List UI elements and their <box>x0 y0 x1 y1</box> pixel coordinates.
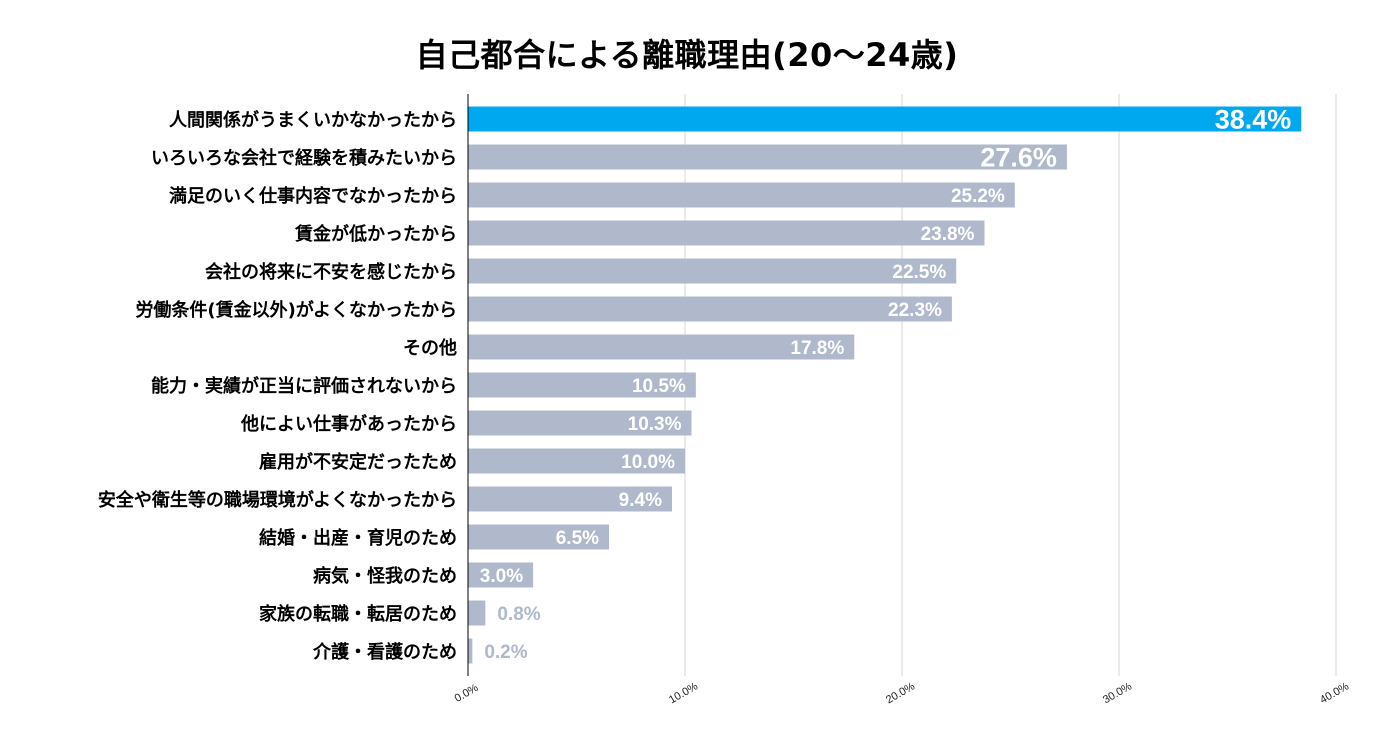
value-label-11: 6.5% <box>556 528 599 549</box>
value-label-1: 27.6% <box>980 143 1057 173</box>
bar-4 <box>468 258 957 284</box>
category-label-11: 結婚・出産・育児のため <box>259 527 457 549</box>
value-labels: 38.4% 27.6% 25.2% 23.8% 22.5% 22.3% 17.8% 10.5%… <box>480 105 1291 663</box>
category-label-8: 他によい仕事があったから <box>240 413 457 435</box>
bar-3 <box>468 220 985 246</box>
category-label-4: 会社の将来に不安を感じたから <box>205 261 457 283</box>
value-label-9: 10.0% <box>621 452 675 473</box>
value-label-0: 38.4% <box>1215 105 1292 135</box>
bar-2 <box>468 182 1015 208</box>
bar-13 <box>468 600 486 626</box>
value-label-4: 22.5% <box>892 262 946 283</box>
category-label-10: 安全や衛生等の職場環境がよくなかったから <box>98 489 457 511</box>
category-label-0: 人間関係がうまくいかなかったから <box>169 109 457 131</box>
category-label-12: 病気・怪我のため <box>313 565 457 587</box>
x-tick-label-0: 0.0% <box>453 682 481 705</box>
value-label-10: 9.4% <box>619 490 662 511</box>
value-label-14: 0.2% <box>484 642 527 663</box>
value-label-5: 22.3% <box>888 300 942 321</box>
x-tick-label-3: 30.0% <box>1101 680 1134 706</box>
grid-lines <box>684 94 1337 676</box>
bar-1 <box>468 144 1067 170</box>
value-label-12: 3.0% <box>480 566 523 587</box>
x-tick-label-4: 40.0% <box>1318 680 1351 706</box>
bar-0 <box>468 106 1302 132</box>
category-label-1: いろいろな会社で経験を積みたいから <box>151 147 457 169</box>
category-label-14: 介護・看護のため <box>312 641 457 663</box>
bar-14 <box>468 638 473 664</box>
category-label-3: 賃金が低かったから <box>294 223 457 245</box>
bar-7 <box>468 372 696 398</box>
value-label-7: 10.5% <box>632 376 686 397</box>
category-label-2: 満足のいく仕事内容でなかったから <box>169 185 457 207</box>
value-label-6: 17.8% <box>790 338 844 359</box>
value-label-2: 25.2% <box>951 186 1005 207</box>
x-tick-label-2: 20.0% <box>884 680 917 706</box>
category-label-9: 雇用が不安定だったため <box>259 451 457 473</box>
value-label-13: 0.8% <box>497 604 540 625</box>
category-label-5: 労働条件(賃金以外)がよくなかったから <box>135 299 457 321</box>
bar-6 <box>468 334 855 360</box>
bar-8 <box>468 410 692 436</box>
bar-11 <box>468 524 610 550</box>
category-label-6: その他 <box>403 337 457 359</box>
bar-12 <box>468 562 534 588</box>
x-tick-label-1: 10.0% <box>667 680 700 706</box>
bars <box>468 106 1302 664</box>
category-label-7: 能力・実績が正当に評価されないから <box>151 375 457 397</box>
chart-title: 自己都合による離職理由(20～24歳) <box>415 36 959 74</box>
category-labels: 人間関係がうまくいかなかったからいろいろな会社で経験を積みたいから満足のいく仕事… <box>98 109 457 663</box>
value-label-3: 23.8% <box>921 224 975 245</box>
bar-10 <box>468 486 672 512</box>
bar-9 <box>468 448 685 474</box>
value-label-8: 10.3% <box>628 414 682 435</box>
category-label-13: 家族の転職・転居のため <box>259 603 457 625</box>
bar-5 <box>468 296 952 322</box>
x-tick-labels: 0.0% 10.0% 20.0% 30.0% 40.0% <box>453 680 1352 706</box>
